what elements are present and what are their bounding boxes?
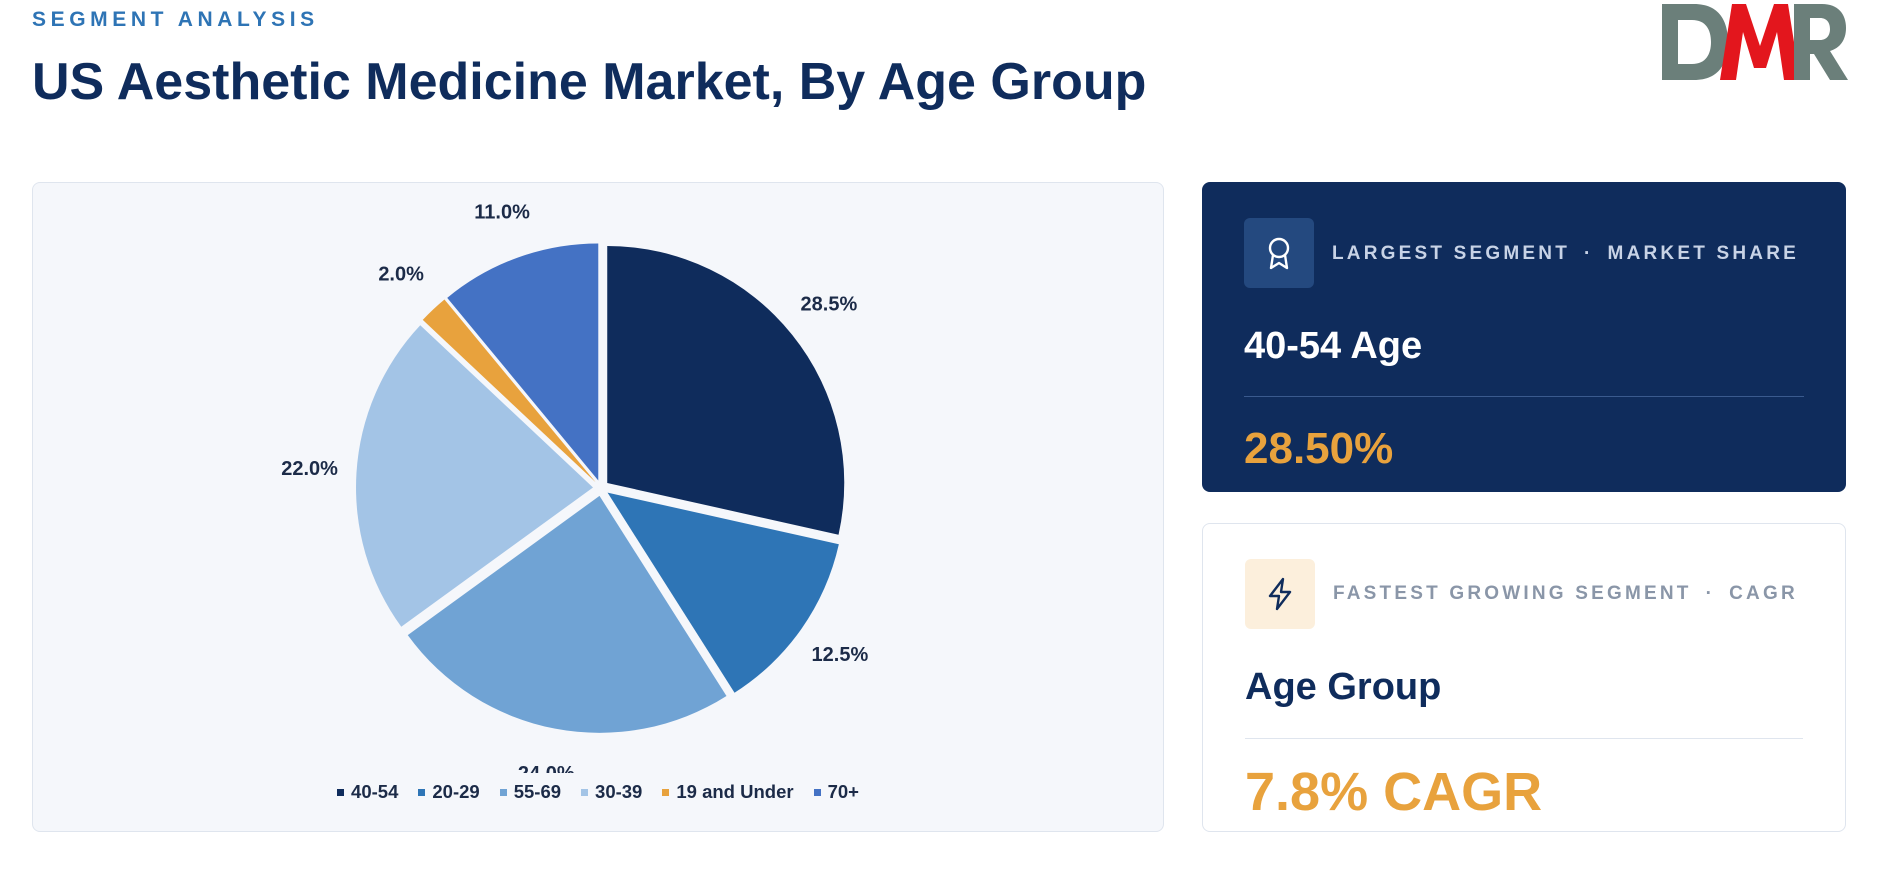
page-title: US Aesthetic Medicine Market, By Age Gro… [32,53,1147,111]
kicker-separator: · [1705,583,1716,604]
dmr-logo [1662,4,1848,80]
kicker-right: MARKET SHARE [1607,243,1800,264]
legend-swatch [418,788,426,796]
legend-item-20-29: 20-29 [418,781,480,803]
legend-label: 40-54 [351,781,399,802]
lightning-bolt-icon [1268,577,1292,611]
largest-segment-card: LARGEST SEGMENT · MARKET SHARE 40-54 Age 2… [1202,182,1846,492]
pie-label-55-69: 24.0% [518,763,575,773]
logo-letter-d [1662,4,1728,80]
legend-item-30-39: 30-39 [581,781,642,803]
legend-swatch [337,788,345,796]
chart-card: 28.5% 12.5% 24.0% 22.0% 2.0% 11.0% 40-54 20-29… [32,182,1164,832]
kicker-left: FASTEST GROWING SEGMENT [1333,583,1692,604]
legend-label: 19 and Under [676,781,794,802]
legend-label: 70+ [827,781,859,802]
largest-kicker: LARGEST SEGMENT · MARKET SHARE [1332,243,1799,265]
fastest-segment-name: Age Group [1245,666,1442,708]
pie-slice-40-54 [607,245,845,535]
pie-slice-55-69 [407,495,727,733]
legend-swatch [499,788,507,796]
largest-segment-name: 40-54 Age [1244,325,1423,367]
legend-swatch [581,788,589,796]
legend-item-40-54: 40-54 [337,781,398,803]
award-ribbon-icon [1268,237,1290,270]
legend-item-70: 70+ [813,781,859,803]
kicker-separator: · [1584,243,1594,264]
pie-slice-30-39 [356,325,594,627]
largest-segment-share: 28.50% [1244,424,1394,473]
pie-slice-20-29 [607,492,839,693]
legend-label: 30-39 [595,781,643,802]
fastest-growing-card: FASTEST GROWING SEGMENT · CAGR Age Group 7… [1202,523,1846,832]
logo-letter-r [1794,4,1848,80]
fastest-segment-cagr: 7.8% CAGR [1245,762,1543,822]
logo-letter-m [1720,4,1800,80]
legend-item-55-69: 55-69 [499,781,562,803]
legend-item-19-and-under: 19 and Under [662,781,794,803]
divider [1245,738,1803,739]
lightning-icon-box [1245,559,1315,629]
fastest-kicker: FASTEST GROWING SEGMENT · CAGR [1333,583,1798,605]
award-icon-box [1244,218,1314,288]
pie-label-30-39: 22.0% [281,458,338,480]
pie-chart: 28.5% 12.5% 24.0% 22.0% 2.0% 11.0% [281,202,869,773]
pie-label-40-54: 28.5% [801,294,858,316]
kicker-left: LARGEST SEGMENT [1332,243,1571,264]
pie-label-20-29: 12.5% [812,644,869,666]
pie-label-70: 11.0% [474,202,530,224]
pie-slice-70 [447,243,599,481]
eyebrow: SEGMENT ANALYSIS [32,8,319,31]
pie-label-19-and-under: 2.0% [378,263,424,285]
legend-swatch [662,788,670,796]
kicker-right: CAGR [1729,583,1798,604]
pie-slice-19-and-under [422,299,596,483]
legend-label: 55-69 [513,781,562,802]
legend-swatch [813,788,821,796]
legend-label: 20-29 [432,781,480,802]
divider [1244,396,1804,397]
chart-legend: 40-54 20-29 55-69 30-39 19 and Under 70+ [33,781,1163,803]
